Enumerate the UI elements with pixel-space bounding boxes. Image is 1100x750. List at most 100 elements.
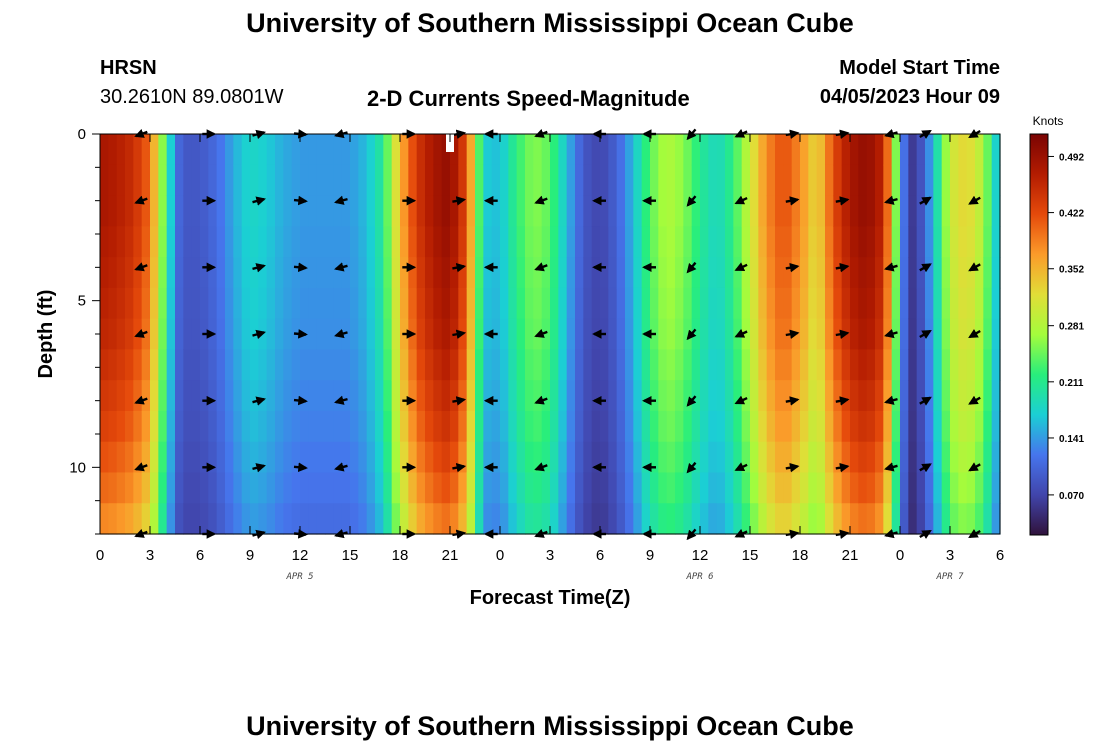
heatmap-cell xyxy=(158,410,168,443)
heatmap-cell xyxy=(900,164,909,197)
heatmap-cell xyxy=(891,195,901,227)
heatmap-cell xyxy=(500,226,509,258)
heatmap-cell xyxy=(358,164,368,197)
heatmap-cell xyxy=(400,441,409,474)
heatmap-cell xyxy=(658,257,668,289)
heatmap-cell xyxy=(433,410,443,443)
x-tick-label: 0 xyxy=(96,547,104,564)
heatmap-cell xyxy=(883,226,893,258)
x-tick-label: 12 xyxy=(692,547,709,564)
heatmap-cell xyxy=(516,318,526,350)
current-arrow xyxy=(293,262,308,272)
heatmap-cell xyxy=(583,503,593,535)
heatmap-cell xyxy=(758,410,768,443)
heatmap-cell xyxy=(700,318,709,350)
heatmap-cell xyxy=(708,164,718,197)
heatmap-cell xyxy=(800,134,809,166)
heatmap-cell xyxy=(516,472,526,504)
heatmap-cell xyxy=(291,441,301,474)
heatmap-cell xyxy=(691,226,701,258)
heatmap-cell xyxy=(575,134,584,166)
heatmap-cell xyxy=(366,318,376,350)
heatmap-cell xyxy=(791,164,801,197)
heatmap-cell xyxy=(425,441,434,474)
heatmap-cell xyxy=(458,195,468,227)
heatmap-cell xyxy=(608,257,618,289)
heatmap-cell xyxy=(708,503,718,535)
heatmap-cell xyxy=(550,287,559,320)
heatmap-cell xyxy=(358,226,368,258)
heatmap-cell xyxy=(308,164,318,197)
heatmap-cell xyxy=(433,318,443,350)
heatmap-cell xyxy=(683,195,693,227)
heatmap-cell xyxy=(841,226,851,258)
heatmap-cell xyxy=(191,380,201,412)
heatmap-cell xyxy=(558,226,568,258)
heatmap-cell xyxy=(300,410,309,443)
current-arrow xyxy=(686,395,697,407)
heatmap-cell xyxy=(116,287,126,320)
heatmap-cell xyxy=(891,164,901,197)
heatmap-cell xyxy=(925,472,934,504)
heatmap-cell xyxy=(250,503,259,535)
heatmap-cell xyxy=(158,318,168,350)
heatmap-cell xyxy=(391,257,401,289)
heatmap-cell xyxy=(366,441,376,474)
heatmap-cell xyxy=(808,226,818,258)
heatmap-cell xyxy=(941,257,951,289)
heatmap-cell xyxy=(558,503,568,535)
heatmap-cell xyxy=(991,472,1001,504)
heatmap-cell xyxy=(825,380,834,412)
heatmap-cell xyxy=(733,195,743,227)
heatmap-cell xyxy=(908,380,918,412)
y-tick-label: 5 xyxy=(78,293,86,310)
heatmap-cell xyxy=(575,380,584,412)
heatmap-cell xyxy=(558,410,568,443)
heatmap-cell xyxy=(483,472,493,504)
current-arrow xyxy=(334,462,348,472)
heatmap-cell xyxy=(241,349,251,381)
heatmap-cell xyxy=(983,380,993,412)
current-arrow xyxy=(134,195,148,205)
y-tick-label: 0 xyxy=(78,126,86,143)
heatmap-cell xyxy=(675,503,684,535)
heatmap-cell xyxy=(883,349,893,381)
heatmap-cell xyxy=(708,349,718,381)
heatmap-cell xyxy=(150,195,159,227)
heatmap-cell xyxy=(283,257,293,289)
heatmap-cell xyxy=(175,410,184,443)
heatmap-cell xyxy=(158,287,168,320)
heatmap-cell xyxy=(841,472,851,504)
heatmap-cell xyxy=(316,195,326,227)
heatmap-cell xyxy=(333,410,343,443)
heatmap-cell xyxy=(716,441,726,474)
heatmap-cell xyxy=(666,134,676,166)
heatmap-cell xyxy=(816,134,826,166)
x-tick-label: 18 xyxy=(392,547,409,564)
heatmap-cell xyxy=(466,134,476,166)
current-arrow xyxy=(334,395,348,405)
heatmap-cell xyxy=(975,349,984,381)
y-axis: 0 5 10 xyxy=(69,126,100,535)
heatmap-cell xyxy=(400,503,409,535)
heatmap-cell xyxy=(525,441,534,474)
heatmap-cell xyxy=(400,349,409,381)
heatmap-cell xyxy=(691,134,701,166)
heatmap-cell xyxy=(725,226,734,258)
heatmap-cell xyxy=(950,441,959,474)
heatmap-cell xyxy=(825,195,834,227)
heatmap-cell xyxy=(466,472,476,504)
heatmap-cell xyxy=(733,164,743,197)
heatmap-cell xyxy=(658,195,668,227)
heatmap-cell xyxy=(816,195,826,227)
heatmap-cell xyxy=(766,164,776,197)
heatmap-cell xyxy=(675,195,684,227)
heatmap-cell xyxy=(125,226,134,258)
heatmap-cell xyxy=(308,318,318,350)
heatmap-cell xyxy=(208,503,218,535)
heatmap-cell xyxy=(358,195,368,227)
heatmap-cell xyxy=(150,472,159,504)
heatmap-cell xyxy=(100,503,109,535)
heatmap-cell xyxy=(158,257,168,289)
heatmap-cell xyxy=(258,195,268,227)
